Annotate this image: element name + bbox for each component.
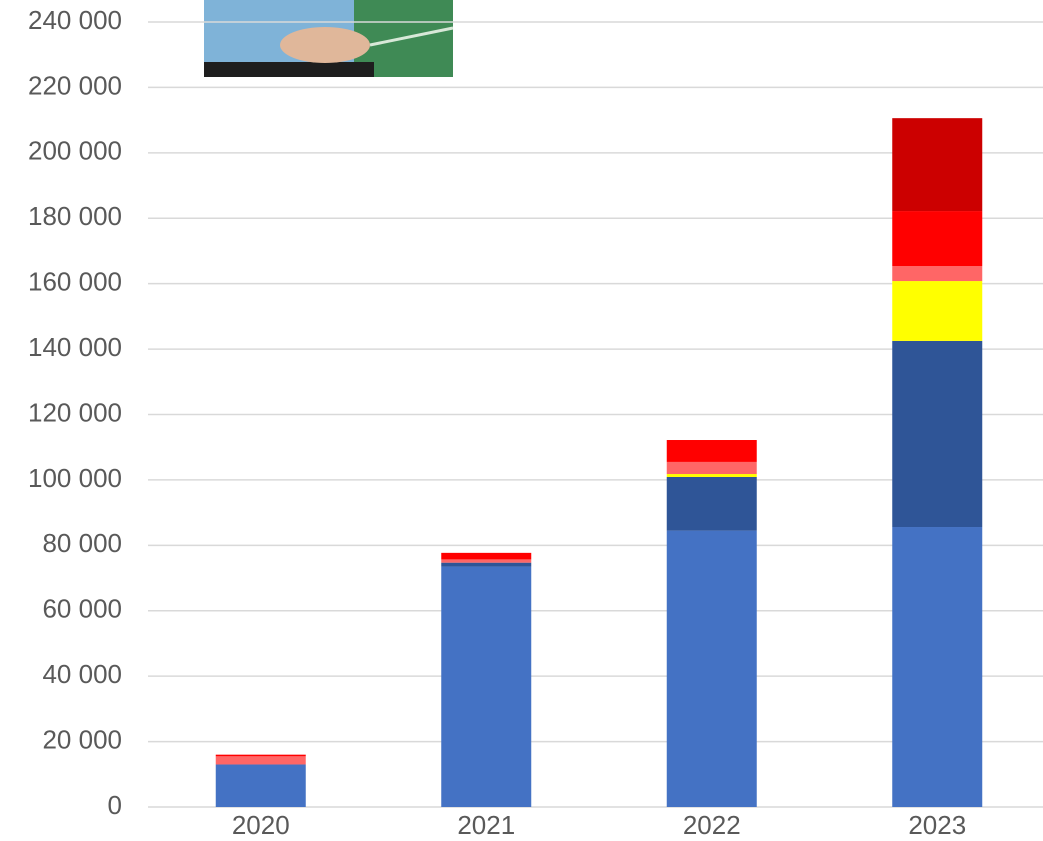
bar-segment	[667, 474, 757, 477]
bar-segment	[892, 341, 982, 527]
bar-segment	[667, 462, 757, 474]
bar-segment	[216, 755, 306, 757]
y-tick-label: 0	[108, 790, 122, 820]
y-tick-label: 160 000	[28, 267, 122, 297]
bar-segment	[667, 440, 757, 462]
bar-segment	[892, 266, 982, 281]
y-tick-label: 180 000	[28, 201, 122, 231]
bar-segment	[892, 118, 982, 211]
bar-segment	[667, 531, 757, 807]
x-tick-label: 2020	[232, 810, 290, 840]
bar-segment	[216, 764, 306, 807]
y-tick-label: 240 000	[28, 5, 122, 35]
bar-segment	[216, 756, 306, 764]
y-tick-label: 20 000	[42, 724, 122, 754]
x-tick-label: 2022	[683, 810, 741, 840]
y-tick-label: 100 000	[28, 463, 122, 493]
y-tick-label: 220 000	[28, 70, 122, 100]
bar-segment	[441, 567, 531, 807]
bar-segment	[892, 211, 982, 266]
photo-thumbnail	[204, 0, 453, 77]
x-tick-label: 2021	[457, 810, 515, 840]
x-tick-label: 2023	[908, 810, 966, 840]
bar-segment	[441, 563, 531, 567]
y-tick-label: 60 000	[42, 594, 122, 624]
y-tick-label: 40 000	[42, 659, 122, 689]
y-tick-label: 200 000	[28, 136, 122, 166]
chart: 0 20 000 40 000 60 000 80 000 100 000 120 000 1…	[0, 0, 1043, 841]
bar-segment	[441, 553, 531, 560]
bar-segment	[892, 281, 982, 341]
y-tick-label: 120 000	[28, 397, 122, 427]
y-tick-label: 80 000	[42, 528, 122, 558]
page: 0 20 000 40 000 60 000 80 000 100 000 120 000 1…	[0, 0, 1043, 841]
bar-segment	[892, 527, 982, 807]
y-tick-label: 140 000	[28, 332, 122, 362]
bar-segment	[667, 477, 757, 531]
bar-segment	[441, 559, 531, 562]
